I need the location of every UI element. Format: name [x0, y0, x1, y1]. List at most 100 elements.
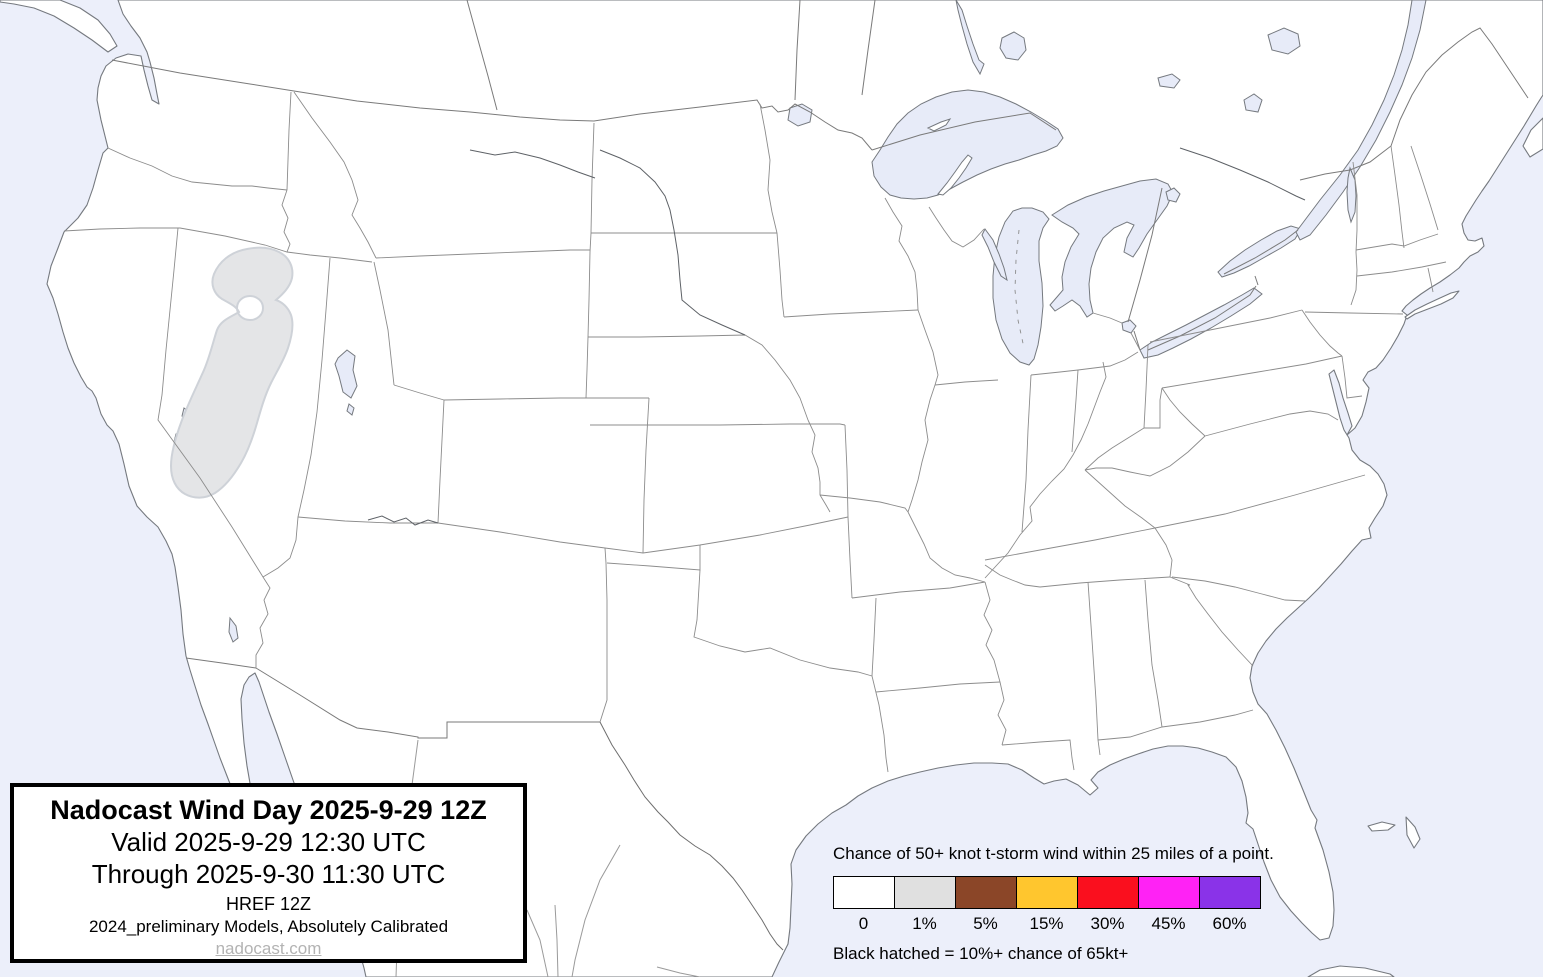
border-oh-wv	[1087, 361, 1107, 425]
border-tx-ok-red-river	[693, 569, 873, 677]
border-co-nm-37n	[437, 522, 644, 554]
border-fl-al-ga	[1097, 709, 1254, 741]
border-mo-ks-ok	[844, 424, 853, 599]
lake-huron	[1049, 178, 1174, 318]
legend-swatch-label-5%: 5%	[973, 914, 998, 933]
border-mi-in-oh	[1030, 351, 1139, 376]
legend-footnote: Black hatched = 10%+ chance of 65kt+	[833, 944, 1129, 963]
border-pa-ny	[1149, 309, 1303, 343]
isle-royale	[926, 118, 952, 132]
rivers	[367, 147, 1306, 526]
border-ks-ok	[642, 516, 849, 554]
legend-swatch-row	[833, 876, 1274, 909]
bahamas-island-1	[1367, 821, 1396, 832]
border-wv-md-potomac-upper	[1161, 387, 1206, 437]
cuba-coast	[1307, 965, 1395, 977]
legend-swatch-60%	[1199, 876, 1261, 909]
border-through-superior	[871, 112, 1057, 151]
border-mississippi-wi-ia-il	[907, 309, 939, 513]
missouri-river-dakotas	[599, 149, 746, 336]
border-md-va-potomac	[1204, 410, 1339, 437]
border-missouri-river-ne-ia	[807, 419, 831, 513]
us-canada-border	[111, 59, 873, 151]
border-ma-north	[1355, 233, 1439, 251]
nadocast-link[interactable]: nadocast.com	[215, 939, 322, 958]
missouri-river-mt	[469, 149, 596, 179]
lake-michigan	[992, 207, 1050, 366]
border-42n-or-ca-nv-id	[63, 227, 373, 263]
ontario-lake-small	[1157, 73, 1181, 89]
legend-swatch-15%	[1016, 876, 1078, 909]
border-pa-md-mason-dixon	[1161, 355, 1343, 389]
border-nh-me	[1410, 145, 1439, 231]
border-nv-ut-az	[262, 257, 331, 578]
border-wi-mi-up	[928, 206, 985, 248]
bahamas-island-2	[1405, 816, 1421, 849]
border-de-md	[1341, 355, 1363, 399]
border-tn-ms-al-ga-35n	[1039, 576, 1171, 588]
border-oh-pa	[1143, 344, 1149, 429]
state-borders	[63, 91, 1447, 773]
bc-alberta-border	[466, 0, 498, 111]
lake-winnipeg	[955, 0, 985, 76]
border-in-oh	[1071, 369, 1079, 453]
forecast-title: Nadocast Wind Day 2025-9-29 12Z	[50, 795, 487, 825]
legend-swatch-45%	[1138, 876, 1200, 909]
on-mb-border	[861, 0, 876, 96]
sk-mb-border	[794, 0, 801, 101]
quebec-reservoir-1	[1267, 27, 1301, 55]
border-wa-or	[107, 147, 288, 191]
border-nm-tx-103w	[599, 547, 608, 723]
long-island	[1404, 290, 1460, 320]
legend-swatch-label-60%: 60%	[1212, 914, 1247, 933]
legend-swatch-0	[833, 876, 895, 909]
border-mn-wi	[884, 197, 919, 311]
st-lawrence-river	[1295, 0, 1427, 241]
keweenaw-peninsula	[937, 154, 973, 196]
lake-nipigon	[999, 31, 1027, 61]
probability-legend: Chance of 50+ knot t-storm wind within 2…	[833, 844, 1274, 964]
lake-superior	[871, 89, 1064, 200]
border-through-huron-erie-ontario	[1127, 187, 1299, 351]
border-tx-la-sabine	[871, 675, 889, 773]
border-ar-la	[875, 681, 1001, 693]
border-wi-mi-lake-dashed	[1014, 229, 1025, 349]
border-ga-sc-savannah	[1169, 576, 1254, 667]
border-la-ms-31n	[1001, 739, 1075, 771]
canada-border-northeast	[1299, 27, 1529, 181]
legend-swatch-label-1%: 1%	[912, 914, 937, 933]
colorado-river-ut	[367, 515, 439, 526]
risk-area-1pct	[169, 246, 294, 499]
border-vt-nh	[1390, 145, 1405, 249]
legend-swatch-label-45%: 45%	[1151, 914, 1186, 933]
forecast-valid-time: Valid 2025-9-29 12:30 UTC	[111, 827, 426, 857]
border-tn-nc	[1154, 527, 1173, 578]
nova-scotia	[1522, 117, 1543, 158]
lakes	[173, 0, 1427, 643]
forecast-model: HREF 12Z	[225, 894, 312, 914]
border-ne-ks	[590, 423, 846, 426]
border-mo-ar	[851, 581, 986, 599]
border-ok-ar	[871, 597, 877, 677]
border-wv-ky	[1084, 427, 1145, 471]
forecast-models-note: 2024_preliminary Models, Absolutely Cali…	[88, 917, 449, 936]
border-ut-wy	[393, 384, 445, 401]
legend-swatch-5%	[955, 876, 1017, 909]
rio-grande-border	[599, 721, 784, 951]
lake-champlain	[1346, 166, 1357, 224]
mexico-state-line-3	[571, 844, 701, 977]
border-ia-mo	[819, 494, 909, 513]
legend-swatch-label-15%: 15%	[1029, 914, 1064, 933]
green-bay	[981, 228, 1008, 282]
border-wi-il	[934, 379, 999, 386]
border-mo-il-mississippi	[907, 511, 986, 583]
border-mississippi-river-south	[983, 581, 1007, 746]
lake-peninsulas	[926, 118, 973, 196]
border-id-mt	[293, 91, 377, 259]
legend-title: Chance of 50+ knot t-storm wind within 2…	[833, 844, 1274, 863]
border-ny-vt-ma-ct	[1350, 161, 1358, 306]
border-co-ne-ks	[642, 397, 650, 554]
vancouver-island	[0, 0, 118, 53]
border-ms-al	[1087, 581, 1101, 756]
border-tx-ok-panhandle	[606, 545, 701, 571]
